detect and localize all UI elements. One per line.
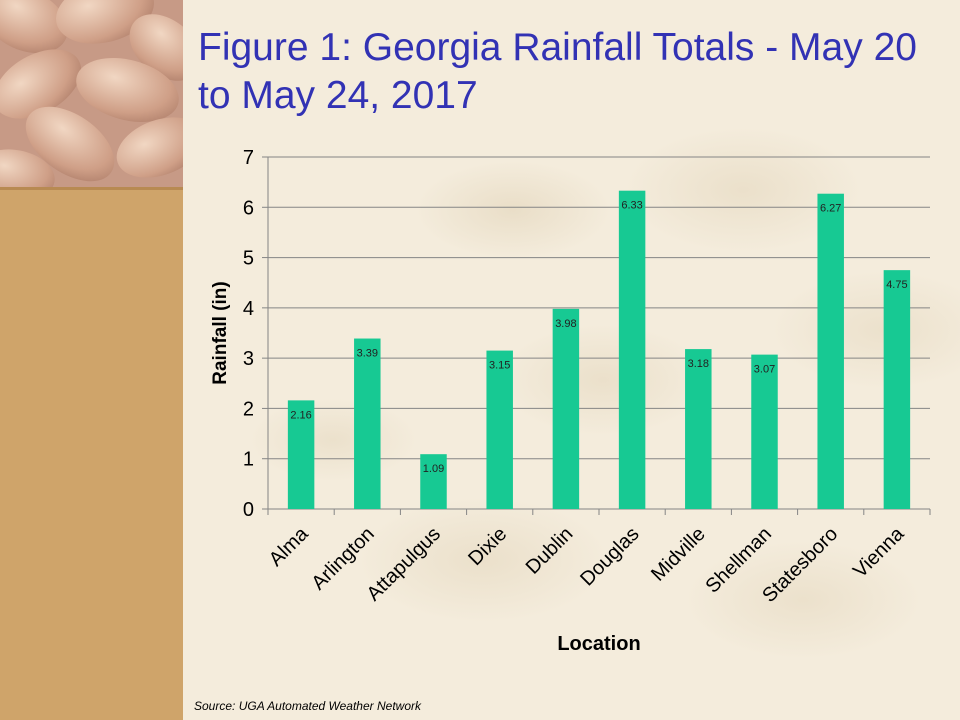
bar-vienna — [883, 270, 911, 509]
x-tick-label: Alma — [265, 522, 313, 570]
bar-arlington — [354, 338, 381, 509]
bar-midville — [685, 349, 712, 509]
bar-douglas — [618, 190, 646, 510]
y-tick-label: 1 — [243, 449, 254, 471]
x-tick-label: Dixie — [464, 523, 511, 570]
y-axis-title: Rainfall (in) — [210, 281, 231, 384]
y-tick-label: 0 — [243, 499, 254, 521]
panel-divider — [0, 187, 183, 190]
y-tick-label: 5 — [243, 248, 254, 270]
data-label: 3.39 — [357, 348, 378, 360]
data-label: 3.98 — [555, 318, 576, 330]
bar-dublin — [552, 308, 580, 509]
peanuts-photo — [0, 0, 183, 187]
data-label: 1.09 — [423, 463, 444, 475]
bar-attapulgus — [420, 454, 447, 509]
data-label: 6.27 — [820, 203, 841, 215]
y-tick-label: 4 — [243, 298, 254, 320]
x-tick-label: Dublin — [522, 523, 578, 579]
data-label: 4.75 — [886, 279, 907, 291]
data-label: 2.16 — [290, 409, 311, 421]
data-label: 3.07 — [754, 364, 775, 376]
source-note: Source: UGA Automated Weather Network — [194, 699, 421, 713]
y-tick-label: 3 — [243, 348, 254, 370]
x-axis-title: Location — [557, 633, 640, 655]
x-tick-label: Douglas — [576, 523, 643, 590]
x-tick-label: Vienna — [849, 522, 909, 582]
page-title: Figure 1: Georgia Rainfall Totals - May … — [198, 26, 917, 117]
y-tick-label: 2 — [243, 398, 254, 420]
x-tick-label: Midville — [647, 523, 710, 586]
bar-dixie — [486, 350, 513, 509]
data-label: 6.33 — [621, 200, 642, 212]
left-panel — [0, 0, 183, 720]
bar-shellman — [751, 354, 778, 509]
bar-statesboro — [817, 193, 844, 510]
data-label: 3.18 — [688, 358, 709, 370]
bar-alma — [287, 400, 315, 509]
y-tick-label: 6 — [243, 197, 254, 219]
data-label: 3.15 — [489, 360, 510, 372]
y-tick-label: 7 — [243, 147, 254, 169]
